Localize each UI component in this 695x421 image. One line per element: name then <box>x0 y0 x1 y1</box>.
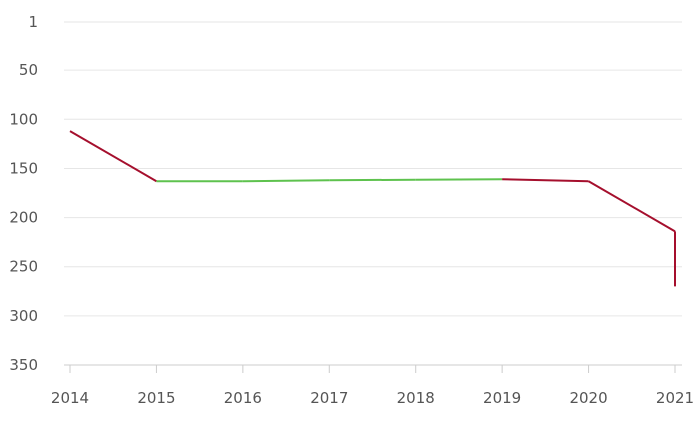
y-tick-label-300: 300 <box>9 307 38 325</box>
y-tick-label-50: 50 <box>19 61 38 79</box>
axis-layer <box>64 364 682 373</box>
series-0-segment-6 <box>588 180 676 233</box>
series-0-segment-2 <box>242 179 330 183</box>
y-tick-label-200: 200 <box>9 209 38 227</box>
x-tick-label-2017: 2017 <box>310 389 348 407</box>
x-tick-label-2014: 2014 <box>51 389 89 407</box>
series-layer <box>69 130 676 287</box>
grid-layer <box>64 21 682 317</box>
series-0-segment-5 <box>502 178 589 183</box>
y-tick-label-150: 150 <box>9 159 38 177</box>
x-tick-label-2016: 2016 <box>224 389 262 407</box>
series-0-segment-0 <box>69 130 157 183</box>
x-tick-label-2019: 2019 <box>483 389 521 407</box>
y-tick-label-350: 350 <box>9 356 38 374</box>
y-tick-label-1: 1 <box>28 13 38 31</box>
x-tick-label-2021: 2021 <box>656 389 694 407</box>
y-tick-label-250: 250 <box>9 258 38 276</box>
x-tick-label-2018: 2018 <box>397 389 435 407</box>
x-tick-label-2015: 2015 <box>137 389 175 407</box>
y-tick-label-100: 100 <box>9 110 38 128</box>
x-tick-label-2020: 2020 <box>569 389 607 407</box>
